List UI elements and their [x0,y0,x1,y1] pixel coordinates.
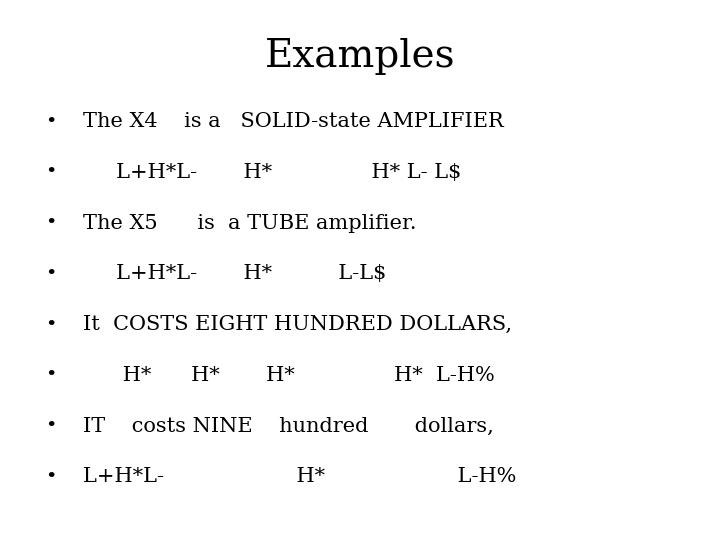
Text: The X4    is a   SOLID-state AMPLIFIER: The X4 is a SOLID-state AMPLIFIER [83,112,503,131]
Text: L+H*L-       H*               H* L- L$: L+H*L- H* H* L- L$ [83,163,462,182]
Text: Examples: Examples [265,38,455,75]
Text: •: • [45,112,56,131]
Text: IT    costs NINE    hundred       dollars,: IT costs NINE hundred dollars, [83,416,493,436]
Text: •: • [45,265,56,283]
Text: The X5      is  a TUBE amplifier.: The X5 is a TUBE amplifier. [83,213,416,233]
Text: •: • [45,315,56,334]
Text: •: • [45,417,56,435]
Text: H*      H*       H*               H*  L-H%: H* H* H* H* L-H% [83,366,495,385]
Text: •: • [45,163,56,181]
Text: •: • [45,366,56,384]
Text: •: • [45,468,56,486]
Text: L+H*L-                    H*                    L-H%: L+H*L- H* L-H% [83,467,516,487]
Text: L+H*L-       H*          L-L$: L+H*L- H* L-L$ [83,264,386,284]
Text: •: • [45,214,56,232]
Text: It  COSTS EIGHT HUNDRED DOLLARS,: It COSTS EIGHT HUNDRED DOLLARS, [83,315,512,334]
